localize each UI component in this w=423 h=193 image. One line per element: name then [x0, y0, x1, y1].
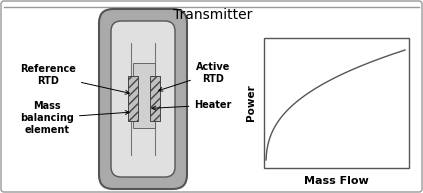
- Text: Mass
balancing
element: Mass balancing element: [20, 101, 129, 135]
- Text: Power: Power: [246, 85, 256, 121]
- Text: Mass Flow: Mass Flow: [304, 176, 369, 186]
- Text: Transmitter: Transmitter: [173, 8, 253, 22]
- FancyBboxPatch shape: [111, 21, 175, 177]
- Bar: [150, 76, 160, 121]
- Text: Reference
RTD: Reference RTD: [20, 64, 129, 94]
- Bar: [128, 76, 138, 121]
- Bar: [133, 63, 155, 128]
- Bar: [264, 38, 409, 168]
- Text: Heater: Heater: [152, 100, 232, 110]
- FancyBboxPatch shape: [99, 9, 187, 189]
- Text: Active
RTD: Active RTD: [159, 62, 230, 91]
